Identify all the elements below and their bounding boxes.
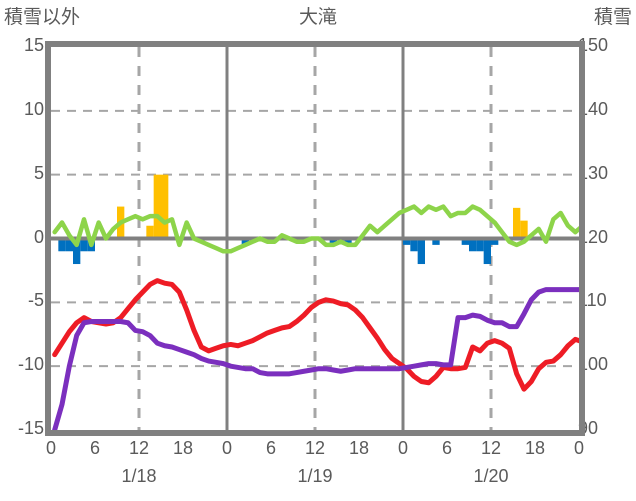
precipitation-bar bbox=[146, 225, 154, 239]
precipitation-bars bbox=[117, 174, 528, 239]
snowfall-bar bbox=[241, 238, 249, 245]
x-tick-10: 12 bbox=[480, 438, 502, 458]
x-tick-5: 6 bbox=[265, 438, 276, 458]
snowfall-bar bbox=[344, 238, 352, 244]
left-tick-0: 0 bbox=[33, 226, 44, 247]
plot-bottom-axis bbox=[45, 430, 585, 436]
day-label-1-18: 1/18 bbox=[121, 466, 157, 486]
data-lines bbox=[52, 204, 579, 430]
left-tick--15: -15 bbox=[17, 418, 44, 438]
right-tick-150: 150 bbox=[578, 35, 609, 55]
snowfall-bar bbox=[483, 238, 491, 265]
snowfall-bar bbox=[432, 238, 440, 245]
right-tick-130: 130 bbox=[578, 162, 609, 183]
x-tick-1: 6 bbox=[89, 438, 100, 458]
left-tick-5: 5 bbox=[33, 162, 44, 183]
left-tick-15: 15 bbox=[23, 35, 44, 55]
snowfall-bar bbox=[410, 238, 418, 252]
x-tick-0: 0 bbox=[45, 438, 56, 458]
left-tick--5: -5 bbox=[27, 290, 44, 311]
snowfall-bar bbox=[403, 238, 411, 245]
snowfall-bar bbox=[80, 238, 88, 252]
right-axis-title: 積雪 bbox=[593, 7, 632, 28]
snowfall-bar bbox=[469, 238, 477, 252]
x-tick-12: 0 bbox=[573, 438, 584, 458]
right-tick-110: 110 bbox=[578, 290, 607, 311]
right-tick-100: 100 bbox=[578, 354, 609, 375]
x-tick-7: 18 bbox=[348, 438, 370, 458]
precipitation-bar bbox=[520, 220, 528, 239]
x-tick-6: 12 bbox=[304, 438, 326, 458]
precipitation-bar bbox=[161, 174, 169, 239]
x-tick-11: 18 bbox=[524, 438, 546, 458]
left-axis-title: 積雪以外 bbox=[4, 7, 81, 28]
snowfall-bar bbox=[329, 238, 337, 244]
plot-area bbox=[51, 47, 579, 430]
right-tick-90: 90 bbox=[578, 418, 599, 438]
x-tick-3: 18 bbox=[172, 438, 194, 458]
right-tick-120: 120 bbox=[578, 226, 609, 247]
x-tick-4: 0 bbox=[221, 438, 232, 458]
snowfall-bar bbox=[65, 238, 73, 252]
x-tick-2: 12 bbox=[128, 438, 150, 458]
x-tick-9: 6 bbox=[441, 438, 452, 458]
left-tick-10: 10 bbox=[23, 98, 44, 119]
snowfall-bar bbox=[417, 238, 425, 265]
day-label-1-19: 1/19 bbox=[297, 466, 333, 486]
series-line-other bbox=[52, 287, 579, 430]
snowfall-bar bbox=[491, 238, 499, 245]
snowfall-bar bbox=[461, 238, 469, 245]
x-tick-8: 0 bbox=[397, 438, 408, 458]
precipitation-bar bbox=[513, 207, 521, 239]
day-label-1-20: 1/20 bbox=[473, 466, 509, 486]
series-line-temperature bbox=[52, 278, 579, 392]
chart-title: 大滝 bbox=[298, 7, 337, 28]
snowfall-bars bbox=[58, 238, 499, 265]
left-tick--10: -10 bbox=[17, 354, 44, 375]
snowfall-bar bbox=[476, 238, 484, 252]
right-tick-140: 140 bbox=[578, 98, 609, 119]
precipitation-bar bbox=[153, 174, 161, 239]
snowfall-bar bbox=[58, 238, 66, 252]
plot-border bbox=[45, 41, 585, 436]
snowfall-bar bbox=[73, 238, 81, 265]
series-line-snow-depth bbox=[52, 204, 579, 254]
